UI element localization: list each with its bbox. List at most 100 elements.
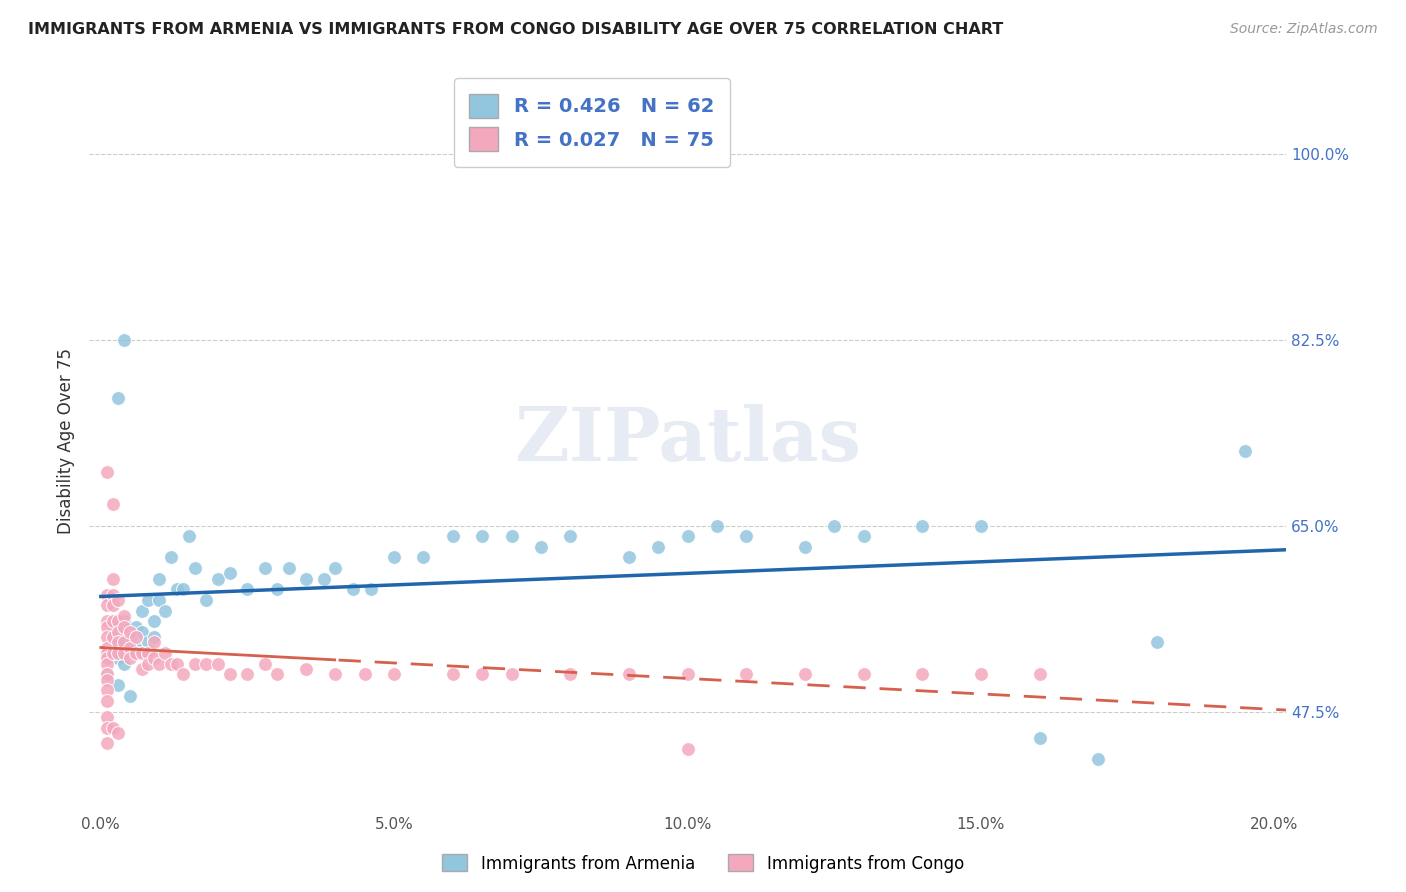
Point (112, 608, 135, 623)
Point (312, 572, 335, 586)
Point (101, 630, 124, 644)
Point (706, 518, 728, 533)
Point (136, 646, 159, 660)
Point (360, 582, 382, 597)
Point (793, 540, 815, 554)
Point (107, 635, 129, 649)
Point (148, 593, 170, 607)
Point (166, 657, 188, 671)
Point (471, 667, 494, 681)
Legend: Immigrants from Armenia, Immigrants from Congo: Immigrants from Armenia, Immigrants from… (436, 847, 970, 880)
Point (107, 614, 129, 628)
Point (96, 599, 118, 613)
Point (101, 497, 124, 511)
Point (852, 529, 875, 543)
Point (112, 614, 135, 628)
Point (101, 646, 124, 660)
Point (218, 566, 240, 581)
Point (1028, 667, 1050, 681)
Point (120, 624, 142, 639)
Point (155, 604, 177, 618)
Point (441, 529, 464, 543)
Point (131, 624, 153, 639)
Point (125, 646, 148, 660)
Point (325, 561, 347, 575)
Point (441, 667, 464, 681)
Point (148, 657, 170, 671)
Point (236, 582, 259, 597)
Point (131, 646, 153, 660)
Point (166, 582, 188, 597)
Point (96, 619, 118, 633)
Point (254, 561, 277, 575)
Point (96, 646, 118, 660)
Point (107, 635, 129, 649)
Point (125, 619, 148, 633)
Point (112, 619, 135, 633)
Point (530, 540, 553, 554)
Legend: R = 0.426   N = 62, R = 0.027   N = 75: R = 0.426 N = 62, R = 0.027 N = 75 (454, 78, 730, 167)
Point (195, 593, 218, 607)
Point (617, 667, 640, 681)
Point (112, 635, 135, 649)
Text: Source: ZipAtlas.com: Source: ZipAtlas.com (1230, 22, 1378, 37)
Point (107, 646, 129, 660)
Point (342, 582, 364, 597)
Point (617, 550, 640, 565)
Point (911, 667, 934, 681)
Point (177, 529, 200, 543)
Point (101, 599, 124, 613)
Point (125, 640, 148, 655)
Point (295, 662, 318, 676)
Point (852, 667, 875, 681)
Point (353, 667, 375, 681)
Point (131, 604, 153, 618)
Point (1087, 752, 1109, 766)
Point (136, 657, 159, 671)
Point (382, 667, 405, 681)
Point (107, 593, 129, 607)
Point (1146, 635, 1168, 649)
Point (101, 630, 124, 644)
Point (107, 651, 129, 665)
Point (120, 689, 142, 703)
Point (107, 391, 129, 405)
Point (155, 646, 177, 660)
Text: IMMIGRANTS FROM ARMENIA VS IMMIGRANTS FROM CONGO DISABILITY AGE OVER 75 CORRELAT: IMMIGRANTS FROM ARMENIA VS IMMIGRANTS FR… (28, 22, 1004, 37)
Point (183, 561, 205, 575)
Point (112, 333, 135, 347)
Point (172, 582, 194, 597)
Point (148, 572, 170, 586)
Point (107, 726, 129, 740)
Point (107, 678, 129, 692)
Point (501, 667, 523, 681)
Point (793, 667, 815, 681)
Point (382, 550, 405, 565)
Point (676, 529, 699, 543)
Point (160, 657, 183, 671)
Point (218, 667, 240, 681)
Point (970, 518, 993, 533)
Point (471, 529, 494, 543)
Point (142, 651, 165, 665)
Point (96, 721, 118, 735)
Point (101, 572, 124, 586)
Point (236, 667, 259, 681)
Point (131, 662, 153, 676)
Point (120, 640, 142, 655)
Point (412, 550, 434, 565)
Point (266, 667, 288, 681)
Point (911, 518, 934, 533)
Point (676, 741, 699, 756)
Point (183, 657, 205, 671)
Point (96, 466, 118, 480)
Point (96, 667, 118, 681)
Point (120, 630, 142, 644)
Point (295, 572, 318, 586)
Point (676, 667, 699, 681)
Point (96, 683, 118, 698)
Point (735, 667, 758, 681)
Point (96, 646, 118, 660)
Point (970, 667, 993, 681)
Point (277, 561, 299, 575)
